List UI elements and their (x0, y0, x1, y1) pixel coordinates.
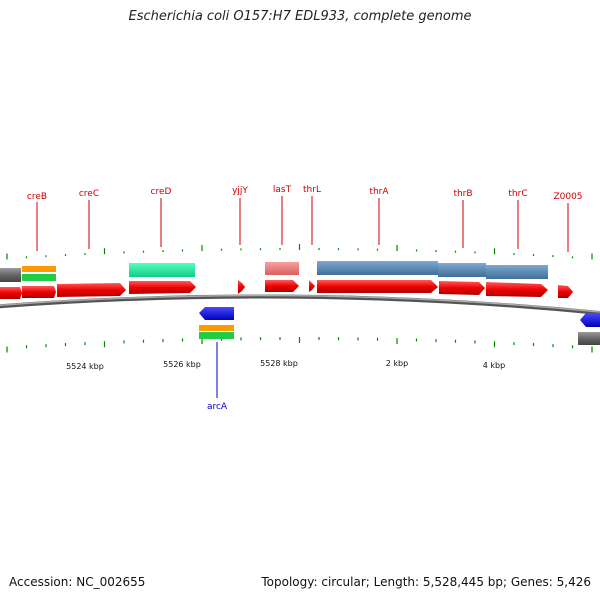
cds-arrow-creB[interactable] (22, 286, 56, 298)
tick-label-5528kbp: 5528 kbp (260, 359, 298, 368)
genome-backbone-highlight (0, 294, 600, 313)
feature-track-top (0, 261, 548, 282)
gene-label-lasT[interactable]: lasT (273, 185, 292, 195)
gene-feature-arcA-orange[interactable] (199, 325, 234, 331)
gene-feature-lasT[interactable] (265, 262, 299, 275)
cds-arrow-thrB[interactable] (439, 281, 485, 295)
cds-track-forward (0, 280, 573, 299)
cds-arrow-yjjY[interactable] (238, 280, 245, 294)
gene-feature-thrC-block[interactable] (486, 265, 548, 279)
genome-summary-text: Topology: circular; Length: 5,528,445 bp… (261, 575, 591, 589)
gene-label-thrL[interactable]: thrL (303, 185, 321, 195)
gene-label-thrA[interactable]: thrA (369, 187, 389, 197)
cds-arrow-thrC[interactable] (486, 282, 548, 297)
gene-feature-thrA-block[interactable] (317, 261, 438, 275)
tick-marks-top (6, 244, 593, 260)
gene-feature-arcA-green[interactable] (199, 332, 234, 339)
tick-label-4kbp: 4 kbp (483, 361, 505, 370)
gene-label-Z0005[interactable]: Z0005 (553, 192, 582, 202)
gene-feature-grey[interactable] (0, 268, 21, 282)
cds-track-reverse (199, 307, 600, 345)
label-leader-lines (36, 196, 569, 252)
gene-labels-forward: creB creC creD yjjY lasT thrL thrA thrB … (27, 185, 583, 202)
gene-label-yjjY[interactable]: yjjY (232, 186, 248, 196)
cds-arrow-thrA[interactable] (317, 280, 438, 293)
gene-label-creD[interactable]: creD (151, 187, 172, 197)
gene-feature-green[interactable] (22, 274, 56, 281)
gene-label-creB[interactable]: creB (27, 192, 47, 202)
cds-arrow-reverse-right[interactable] (580, 313, 600, 327)
genome-backbone (0, 294, 600, 316)
cds-arrow[interactable] (0, 287, 22, 299)
cds-arrow-thrL[interactable] (309, 280, 315, 292)
gene-label-thrB[interactable]: thrB (453, 189, 472, 199)
accession-text: Accession: NC_002655 (9, 575, 146, 589)
cds-arrow-arcA[interactable] (199, 307, 234, 320)
gene-label-arcA[interactable]: arcA (207, 402, 228, 412)
gene-label-creC[interactable]: creC (79, 189, 99, 199)
gene-label-thrC[interactable]: thrC (508, 189, 527, 199)
tick-label-2kbp: 2 kbp (386, 359, 408, 368)
position-labels: 5524 kbp 5526 kbp 5528 kbp 2 kbp 4 kbp (66, 359, 505, 371)
cds-arrow-creC[interactable] (57, 283, 126, 297)
gene-feature-orange[interactable] (22, 266, 56, 272)
tick-label-5526kbp: 5526 kbp (163, 360, 201, 369)
cds-arrow-creD[interactable] (129, 281, 196, 294)
gene-feature-grey-right[interactable] (578, 332, 600, 345)
tick-marks-bottom (6, 337, 593, 353)
gene-feature-creD[interactable] (129, 263, 195, 277)
cds-arrow-lasT[interactable] (265, 280, 299, 292)
cds-arrow-Z0005[interactable] (558, 285, 573, 298)
map-title: Escherichia coli O157:H7 EDL933, complet… (128, 9, 472, 24)
tick-label-5524kbp: 5524 kbp (66, 362, 104, 371)
gene-feature-thrB-block[interactable] (438, 263, 486, 277)
